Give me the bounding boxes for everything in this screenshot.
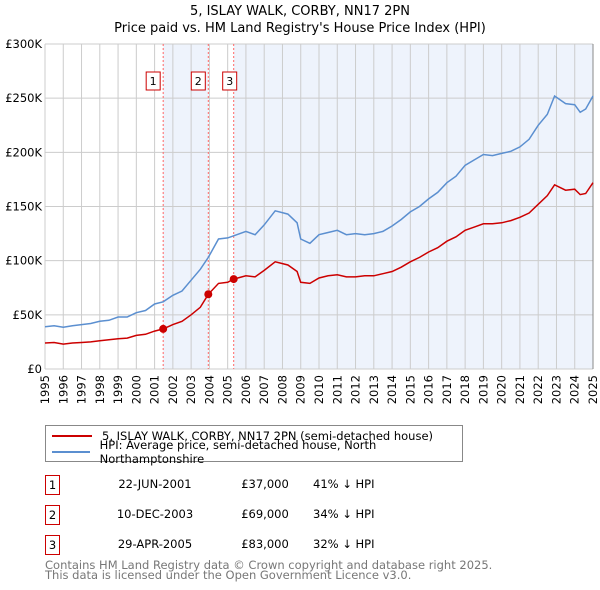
x-tick-label: 1999 — [111, 375, 125, 404]
sale-price: £83,000 — [241, 537, 289, 551]
x-tick-label: 2017 — [440, 375, 454, 404]
y-tick-label: £200K — [5, 145, 42, 159]
chart-title: 5, ISLAY WALK, CORBY, NN17 2PN — [190, 4, 410, 19]
legend-item-hpi: HPI: Average price, semi-detached house,… — [52, 438, 462, 466]
x-tick-label: 1997 — [75, 375, 89, 404]
sale-label-number: 1 — [150, 75, 157, 88]
sale-marker-number: 2 — [45, 505, 60, 525]
sale-hpi-diff: 32% ↓ HPI — [313, 537, 375, 551]
table-row: 2 10-DEC-2003 £69,000 34% ↓ HPI — [45, 505, 465, 525]
sale-hpi-diff: 41% ↓ HPI — [313, 477, 375, 491]
sale-point — [159, 324, 168, 333]
x-tick-label: 2022 — [531, 375, 545, 404]
sale-label-box — [145, 71, 161, 91]
y-tick-label: £300K — [5, 37, 42, 51]
legend: 5, ISLAY WALK, CORBY, NN17 2PN (semi-det… — [45, 425, 463, 466]
x-tick-label: 1996 — [56, 375, 70, 404]
x-tick-label: 2025 — [586, 375, 600, 404]
x-tick-label: 2001 — [148, 375, 162, 404]
x-tick-label: 2006 — [239, 375, 253, 404]
sale-label-number: 3 — [226, 75, 233, 88]
sale-marker-number: 3 — [45, 535, 60, 555]
y-tick-label: £100K — [5, 254, 42, 268]
x-tick-label: 2015 — [403, 375, 417, 404]
sale-point — [204, 290, 213, 299]
x-tick-label: 2020 — [495, 375, 509, 404]
x-tick-label: 2012 — [349, 375, 363, 404]
table-row: 3 29-APR-2005 £83,000 32% ↓ HPI — [45, 535, 465, 555]
legend-item-property: 5, ISLAY WALK, CORBY, NN17 2PN (semi-det… — [52, 428, 433, 444]
sale-date: 29-APR-2005 — [117, 537, 193, 551]
x-tick-label: 2002 — [166, 375, 180, 404]
x-tick-label: 1998 — [93, 375, 107, 404]
x-tick-label: 1995 — [38, 375, 52, 404]
sale-date: 22-JUN-2001 — [118, 477, 192, 491]
y-tick-label: £0 — [27, 362, 42, 376]
sale-price: £37,000 — [241, 477, 289, 491]
table-row: 1 22-JUN-2001 £37,000 41% ↓ HPI — [45, 475, 465, 495]
x-tick-label: 2013 — [367, 375, 381, 404]
y-tick-label: £50K — [13, 308, 43, 322]
footer-licence: This data is licensed under the Open Gov… — [45, 568, 412, 582]
legend-label: HPI: Average price, semi-detached house,… — [99, 438, 377, 466]
series-line — [44, 94, 594, 329]
chart-subtitle: Price paid vs. HM Land Registry's House … — [114, 21, 486, 36]
footer: Contains HM Land Registry data © Crown c… — [45, 558, 493, 582]
sale-price: £69,000 — [241, 507, 289, 521]
sale-label-box — [222, 71, 238, 91]
x-tick-label: 2014 — [385, 375, 399, 404]
footer-copyright: Contains HM Land Registry data © Crown c… — [45, 558, 493, 572]
series-line — [44, 182, 594, 345]
x-tick-label: 2003 — [184, 375, 198, 404]
sale-label-number: 2 — [195, 75, 202, 88]
x-tick-label: 2019 — [476, 375, 490, 404]
x-tick-label: 2000 — [129, 375, 143, 404]
x-tick-label: 2010 — [312, 375, 326, 404]
y-tick-label: £250K — [5, 91, 42, 105]
y-tick-label: £150K — [5, 200, 42, 214]
x-tick-label: 2004 — [202, 375, 216, 404]
x-tick-label: 2007 — [257, 375, 271, 404]
sale-date: 10-DEC-2003 — [116, 507, 194, 521]
sale-marker-number: 1 — [45, 475, 60, 495]
legend-swatch-red — [52, 435, 92, 437]
x-tick-label: 2021 — [513, 375, 527, 404]
x-tick-label: 2016 — [422, 375, 436, 404]
x-tick-label: 2018 — [458, 375, 472, 404]
sale-point — [229, 275, 238, 284]
x-tick-label: 2009 — [294, 375, 308, 404]
price-chart: 1995 1996 1997 1998 1999 2000 2001 2002 2003 2004… — [5, 37, 600, 404]
x-tick-label: 2008 — [275, 375, 289, 404]
x-tick-label: 2005 — [221, 375, 235, 404]
legend-label: 5, ISLAY WALK, CORBY, NN17 2PN (semi-det… — [102, 429, 434, 443]
x-tick-label: 2023 — [549, 375, 563, 404]
sale-hpi-diff: 34% ↓ HPI — [313, 507, 375, 521]
x-tick-label: 2024 — [568, 375, 582, 404]
sale-label-box — [190, 71, 206, 91]
legend-swatch-blue — [52, 451, 90, 453]
x-tick-label: 2011 — [330, 375, 344, 404]
